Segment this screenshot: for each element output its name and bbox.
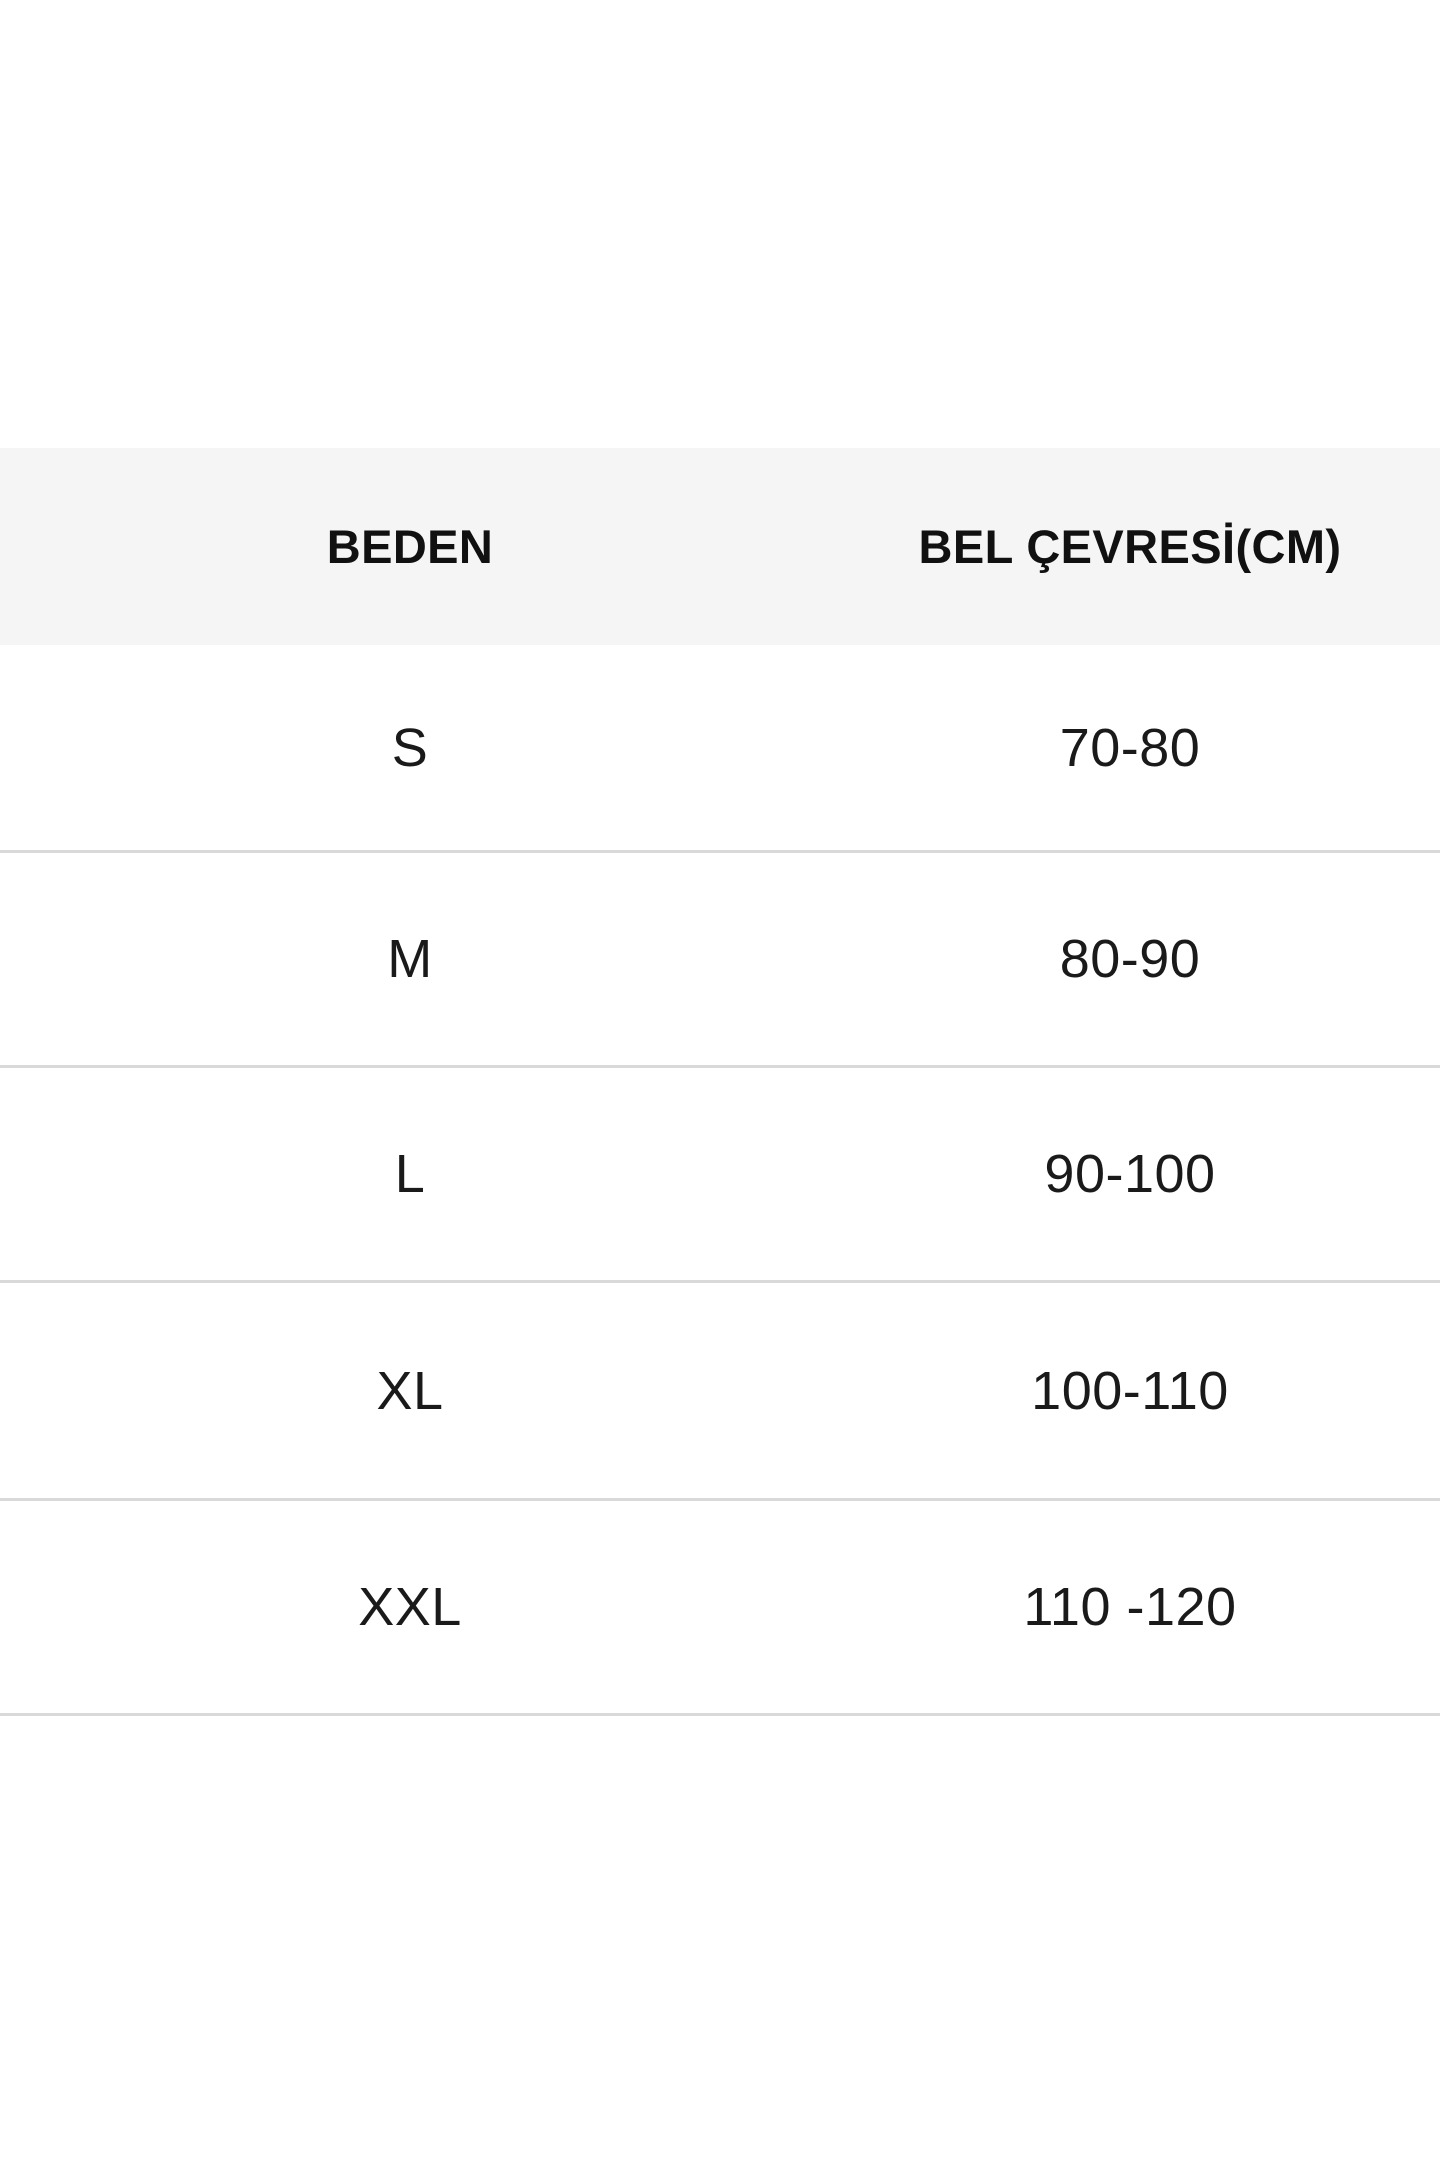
table-row: L 90-100: [0, 1066, 1440, 1283]
cell-waist: 110 -120: [820, 1499, 1440, 1716]
table-body: S 70-80 M 80-90 L 90-100 XL 100-110 XXL …: [0, 645, 1440, 1716]
table-header: BEDEN BEL ÇEVRESİ(CM): [0, 448, 1440, 645]
cell-waist: 100-110: [820, 1281, 1440, 1501]
table-row: XL 100-110: [0, 1281, 1440, 1501]
cell-size: M: [0, 851, 820, 1068]
cell-size: XL: [0, 1281, 820, 1501]
table-header-row: BEDEN BEL ÇEVRESİ(CM): [0, 448, 1440, 645]
size-chart-table: BEDEN BEL ÇEVRESİ(CM) S 70-80 M 80-90 L …: [0, 448, 1440, 1716]
cell-size: XXL: [0, 1499, 820, 1716]
cell-waist: 90-100: [820, 1066, 1440, 1283]
cell-size: S: [0, 645, 820, 853]
column-header-beden: BEDEN: [326, 520, 494, 573]
column-header-bel-cevresi: BEL ÇEVRESİ(CM): [918, 520, 1342, 573]
table-row: XXL 110 -120: [0, 1499, 1440, 1716]
cell-waist: 80-90: [820, 851, 1440, 1068]
cell-waist: 70-80: [820, 645, 1440, 853]
table-row: S 70-80: [0, 645, 1440, 853]
table-row: M 80-90: [0, 851, 1440, 1068]
cell-size: L: [0, 1066, 820, 1283]
